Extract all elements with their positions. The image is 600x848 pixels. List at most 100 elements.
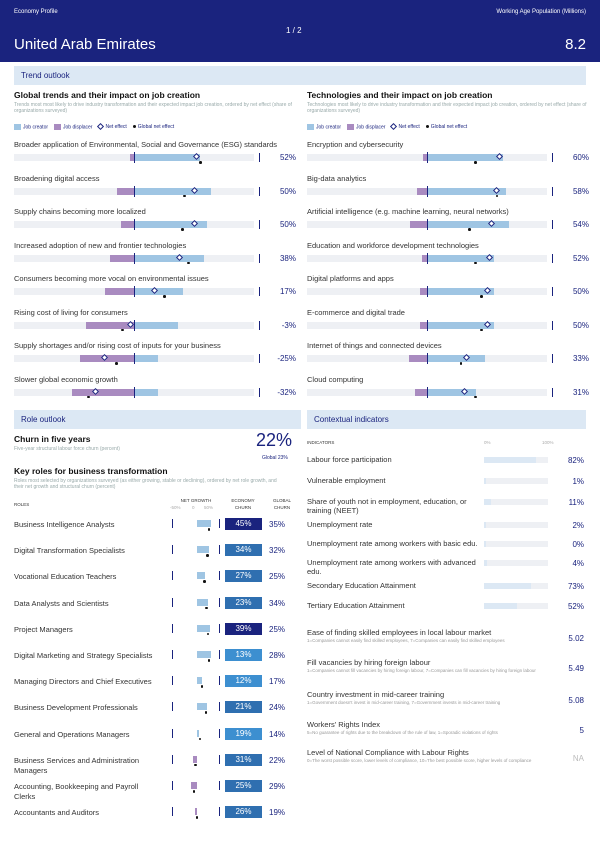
indicator-label: Secondary Education Attainment (307, 581, 416, 590)
score-value: 5.02 (568, 634, 584, 643)
global-churn-value: 24% (269, 703, 286, 713)
churn-title: Churn in five years (14, 434, 91, 444)
trend-label: Cloud computing (307, 374, 364, 384)
displacer-bar (120, 221, 134, 228)
global-churn-value: 34% (269, 598, 286, 608)
trend-label: Supply shortages and/or rising cost of i… (14, 341, 221, 350)
net-growth-bar (197, 572, 205, 580)
trend-bar-track (14, 152, 254, 164)
trend-bar-track (307, 386, 547, 398)
role-outlook-band: Role outlook (14, 410, 301, 429)
global-net-dot (192, 790, 195, 793)
wap-label: Working Age Population (Millions) (496, 9, 586, 15)
scale-right-tick (219, 545, 220, 555)
net-effect-value: -25% (277, 354, 296, 363)
creator-bar (427, 388, 477, 396)
churn-global: Global 23% (262, 455, 288, 461)
global-net-dot (207, 659, 210, 662)
zero-tick (427, 386, 428, 398)
displacer-bar (105, 288, 134, 295)
zero-tick (427, 185, 428, 197)
score-note: 5=No guarantee of rights due to the brea… (307, 730, 498, 735)
economy-profile-label: Economy Profile (14, 9, 58, 15)
trend-label: E-commerce and digital trade (307, 307, 405, 317)
net-effect-value: 31% (572, 387, 589, 397)
score-label: Workers' Rights Index (307, 720, 380, 729)
zero-tick (134, 319, 135, 331)
value-divider (552, 253, 553, 263)
economy-churn-value: 21% (225, 701, 262, 714)
global-net-dot (207, 528, 210, 531)
global-net-dot (199, 161, 202, 164)
global-net-dot (206, 554, 209, 557)
global-trends-subtitle: Trends most most likely to drive industr… (14, 102, 292, 114)
indicator-bar (484, 541, 486, 547)
trend-label: Supply chains becoming more localized (14, 207, 146, 216)
creator-bar (427, 321, 495, 329)
zero-tick (134, 252, 135, 264)
creator-bar (427, 154, 503, 161)
role-label: Accounting, Bookkeeping and Payroll Cler… (14, 782, 139, 801)
net-growth-bar (197, 703, 207, 711)
indicator-label: Vulnerable employment (307, 476, 386, 485)
trend-label: Education and workforce development tech… (307, 240, 479, 250)
net-growth-bar (197, 598, 209, 606)
indicator-label: Unemployment rate among workers with bas… (307, 539, 478, 548)
score-note: 1=Government doesn't invest in mid-caree… (307, 700, 501, 705)
wap-value: 8.2 (565, 36, 586, 53)
displacer-bar (86, 321, 134, 329)
indicator-bar (484, 603, 518, 609)
value-divider (259, 354, 260, 363)
indicator-track (484, 541, 548, 547)
net-effect-value: 50% (279, 186, 296, 196)
indicator-track (484, 499, 548, 505)
trend-bar-track (307, 152, 547, 164)
indicator-bar (484, 522, 486, 528)
trend-label: Digital platforms and apps (307, 274, 394, 283)
scale-right-tick (219, 676, 220, 686)
country-title: United Arab Emirates (14, 36, 156, 53)
global-net-dot (474, 161, 477, 164)
global-churn-value: 29% (269, 782, 286, 791)
trend-bar-track (14, 286, 254, 298)
global-churn-value: 17% (269, 677, 286, 687)
scale-left-tick (172, 623, 173, 633)
ind-scale-100: 100% (542, 440, 554, 445)
indicator-label: Tertiary Education Attainment (307, 601, 405, 610)
score-value: NA (572, 754, 584, 763)
displacer-bar (422, 254, 427, 262)
global-net-dot (181, 228, 184, 231)
net-growth-bar (193, 755, 197, 763)
trend-bar-track (307, 319, 547, 331)
churn-subtitle: Five-year structural labour force churn … (14, 446, 120, 452)
economy-churn-value: 31% (225, 753, 262, 766)
zero-tick (134, 353, 135, 364)
indicators-header: INDICATORS (307, 440, 335, 445)
global-churn-value: 19% (269, 808, 286, 818)
trend-label: Slower global economic growth (14, 374, 118, 384)
indicator-bar (484, 499, 492, 505)
global-net-dot (459, 362, 463, 365)
creator-bar (134, 288, 184, 295)
value-divider (552, 220, 553, 229)
global-net-dot (474, 261, 477, 264)
role-label: Vocational Education Teachers (14, 572, 117, 582)
score-value: 5 (579, 726, 584, 735)
net-effect-value: 17% (279, 287, 296, 296)
creator-bar (134, 154, 200, 161)
net-effect-value: 58% (572, 186, 589, 196)
economy-churn-value: 25% (225, 780, 262, 792)
scale-right-tick (219, 728, 220, 738)
trend-outlook-band: Trend outlook (14, 66, 586, 85)
economy-churn-value: 19% (225, 727, 262, 740)
scale-left-tick (172, 650, 173, 659)
net-effect-value: 33% (572, 354, 589, 363)
economy-churn-value: 13% (225, 649, 262, 661)
scale-right-tick (219, 754, 220, 764)
scale-zero: 0 (192, 505, 195, 510)
displacer-bar (410, 221, 427, 228)
zero-tick (427, 152, 428, 163)
zero-tick (427, 252, 428, 264)
creator-bar (134, 221, 208, 228)
zero-tick (134, 286, 135, 297)
